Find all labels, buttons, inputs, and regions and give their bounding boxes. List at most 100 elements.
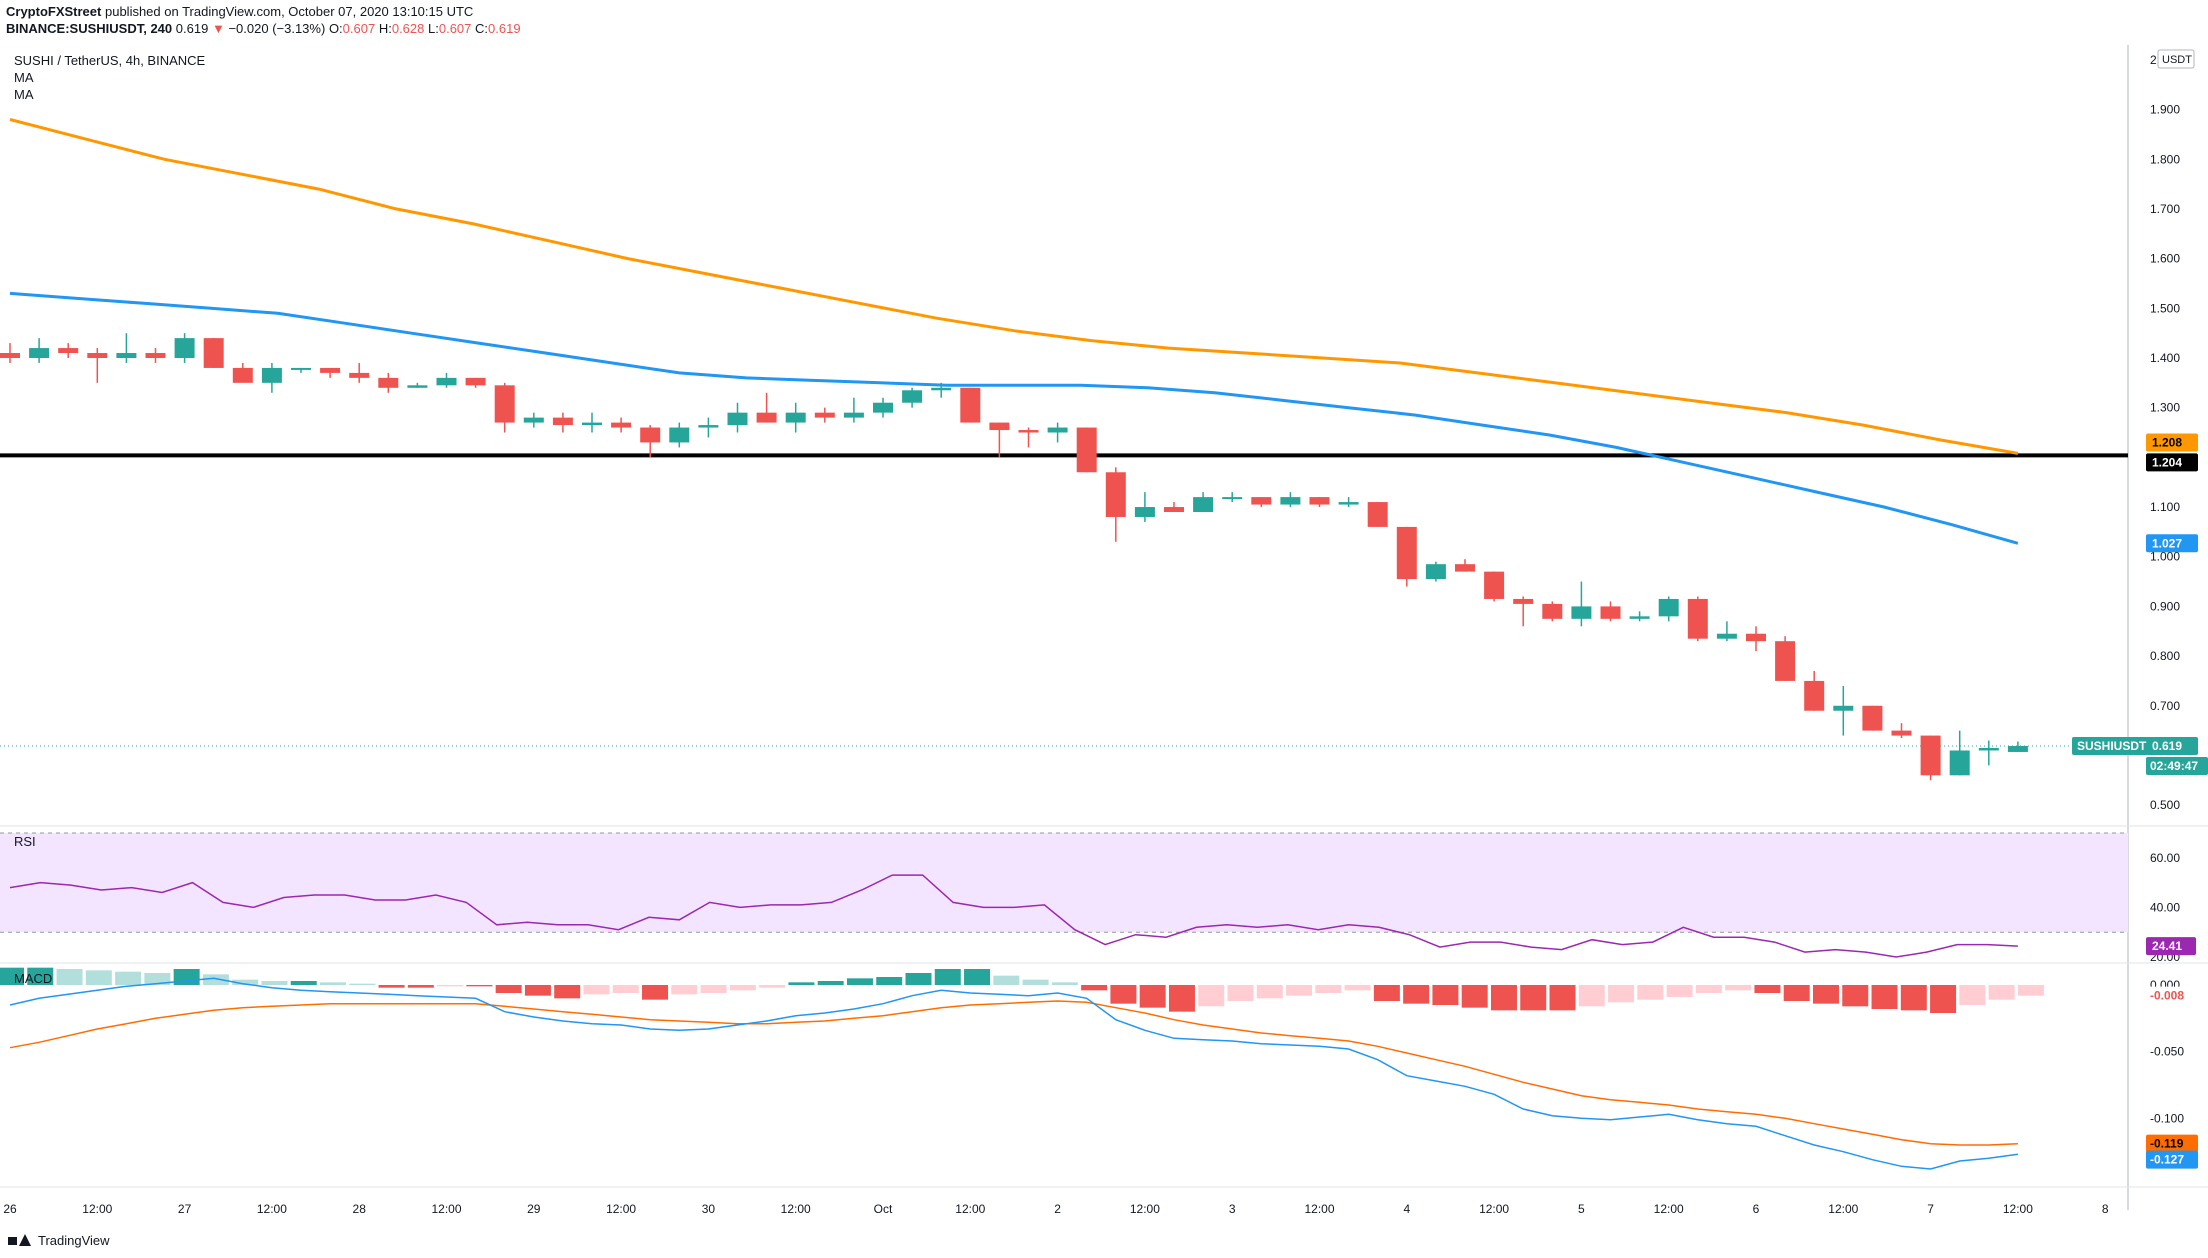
macd-line-tag-bg [2146,1150,2198,1169]
high-value: 0.628 [391,21,425,36]
ma-legend-1[interactable]: MA [14,70,34,85]
macd-hist-bar [1168,985,1195,1012]
rsi-value-tag: 24.41 [2152,939,2182,953]
last-price-tag: 0.619 [2152,739,2182,753]
macd-hist-bar [671,985,698,995]
price-tick-label: 1.900 [2150,103,2180,117]
price-tick-label: 1.400 [2150,351,2180,365]
macd-hist-bar [1256,985,1283,999]
candle-body [465,377,486,386]
rsi-band [0,832,2128,933]
candle-body [669,427,690,443]
time-tick-label: 28 [353,1202,367,1216]
price-tick-label: 2 [2150,53,2157,67]
price-pane[interactable] [0,118,2128,781]
candle-body [261,367,282,383]
candle-body [727,412,748,426]
macd-hist-bar [1637,985,1664,1000]
candle-body [843,412,864,418]
macd-hist-bar [1373,985,1400,1001]
low-value: 0.607 [438,21,472,36]
macd-hist-bar [1432,985,1459,1005]
candle-body [1455,564,1475,572]
candle-body [145,353,166,358]
ma-slow-price-tag: 1.208 [2152,435,2182,449]
macd-hist-bar [1461,985,1488,1008]
price-tick-label: 1.600 [2150,252,2180,266]
candle-body [378,377,399,388]
candle-body [1891,730,1912,736]
candle-body [2007,746,2028,752]
candle-body [582,422,602,426]
time-tick-label: 12:00 [1130,1202,1160,1216]
macd-hist-bar [1725,985,1752,991]
macd-hist-bar [1022,979,1049,985]
time-tick-label: 12:00 [1828,1202,1858,1216]
macd-hist-bar [0,967,24,985]
time-tick-label: 3 [1229,1202,1236,1216]
open-label: O: [328,21,343,36]
currency-label: USDT [2162,54,2192,66]
countdown-bg [2146,757,2208,776]
high-label: H: [378,21,392,36]
rsi-legend[interactable]: RSI [14,834,36,849]
publish-info: CryptoFXStreet published on TradingView.… [6,4,473,19]
time-tick-label: 5 [1578,1202,1585,1216]
macd-signal-tag-bg [2146,1134,2198,1153]
macd-hist-bar [1900,985,1927,1011]
macd-hist-bar [729,985,756,991]
macd-hist-bar [232,979,259,985]
macd-pane[interactable] [0,967,2044,1170]
macd-hist-bar [1666,985,1693,997]
macd-hist-bar [1051,982,1078,985]
macd-hist-bar [1959,985,1986,1005]
macd-hist-bar [993,975,1020,985]
price-tick-label: 1.300 [2150,401,2180,415]
candle-body [960,387,981,423]
chart-svg[interactable]: 2 1.900 1.800 1.700 1.600 1.500 1.400 1.300 1.10… [0,0,2208,1230]
candle-body [1367,502,1388,527]
macd-hist-bar [1139,985,1166,1008]
candle-body [1920,735,1941,776]
ma-fast-price-tag-bg [2146,534,2198,553]
candle-body [116,353,137,358]
macd-hist-bar [700,985,727,993]
candle-body [1105,472,1126,517]
macd-hist-bar [788,982,815,985]
candle-body [640,427,661,443]
candle-body [1164,507,1184,513]
ma-slow-price-tag-bg [2146,433,2198,452]
macd-hist-bar [1520,985,1547,1011]
macd-hist-bar [1403,985,1430,1004]
candle-body [291,367,311,370]
time-tick-label: 12:00 [1304,1202,1334,1216]
candle-body [1716,633,1737,639]
rsi-pane[interactable] [0,832,2128,958]
candle-body [1862,705,1883,731]
candle-body [873,402,893,413]
macd-hist-tag: -0.008 [2150,989,2184,1003]
candle-body [320,367,341,373]
ohlc-line: BINANCE:SUSHIUSDT, 240 0.619 ▼ −0.020 (−… [6,21,521,36]
ma-legend-2[interactable]: MA [14,87,34,102]
candle-body [552,417,573,426]
candle-body [902,390,923,403]
candle-body [1396,526,1417,580]
macd-line-tag: -0.127 [2150,1153,2184,1167]
macd-hist-tag-bg [2146,986,2198,1005]
macd-hist-bar [1783,985,1810,1001]
tradingview-footer[interactable]: TradingView [8,1233,110,1248]
candle-body [611,422,632,428]
candle-body [232,367,253,383]
candle-body [989,422,1010,431]
candle-body [1629,616,1650,619]
support-price-tag-bg [2146,453,2198,472]
macd-legend[interactable]: MACD [14,971,53,986]
symbol-tag: SUSHIUSDT [2077,739,2147,753]
candle-body [494,385,515,423]
macd-hist-bar [1081,985,1108,991]
macd-hist-bar [1812,985,1839,1004]
time-tick-label: 8 [2102,1202,2109,1216]
last-price: 0.619 [175,21,209,36]
candle-body [1658,598,1679,617]
